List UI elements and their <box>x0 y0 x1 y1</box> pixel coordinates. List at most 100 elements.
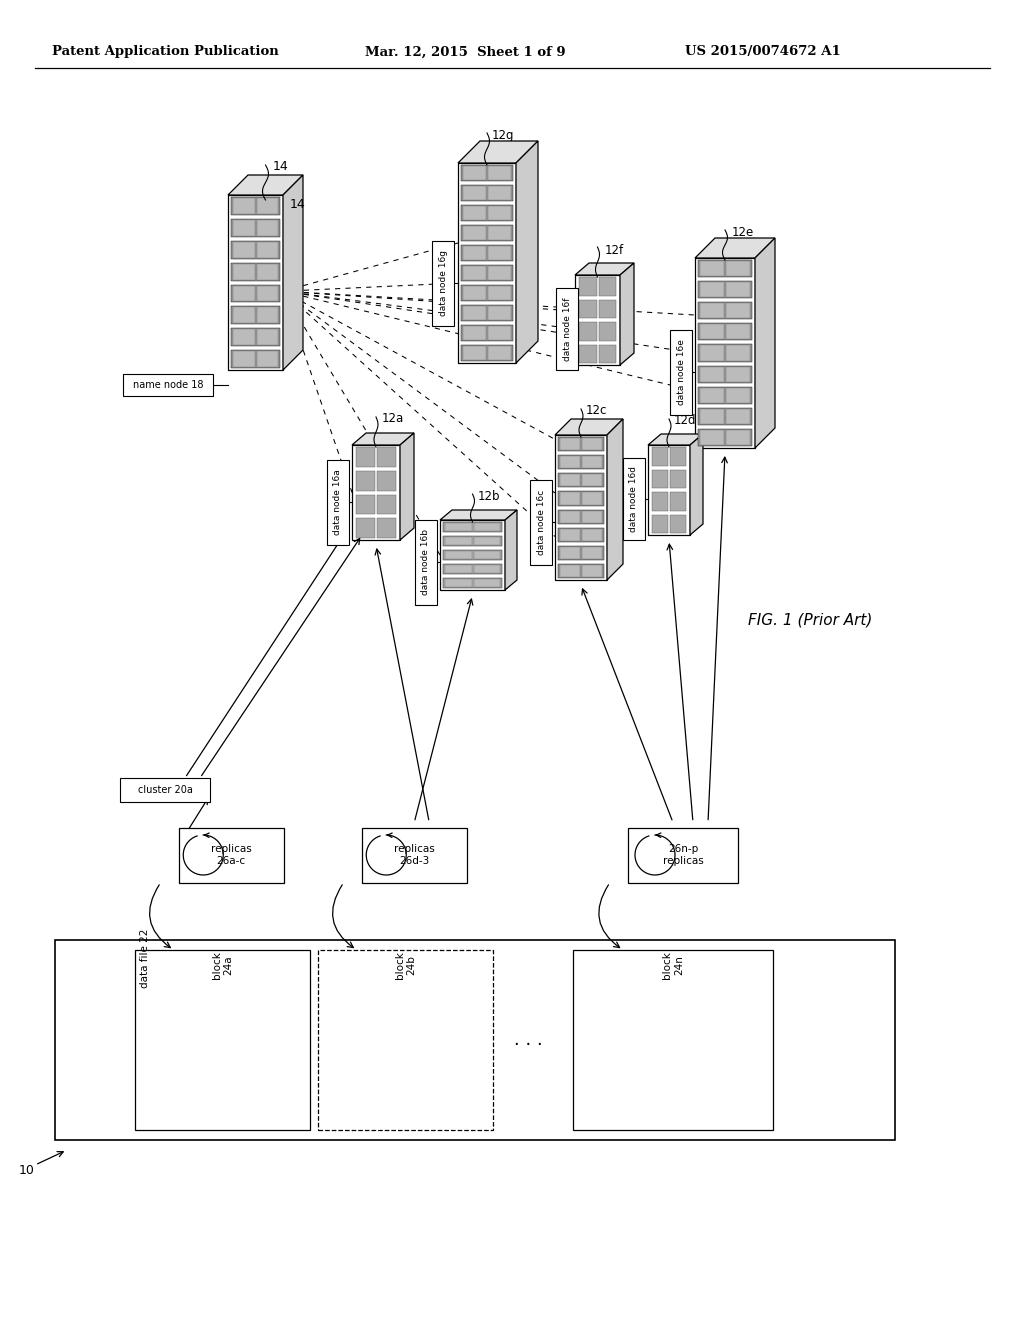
Polygon shape <box>440 520 505 590</box>
Polygon shape <box>231 197 280 215</box>
Polygon shape <box>582 492 602 504</box>
Text: . . .: . . . <box>514 1031 543 1049</box>
Polygon shape <box>233 242 255 257</box>
Polygon shape <box>700 261 724 276</box>
Bar <box>573 950 773 1130</box>
Polygon shape <box>698 281 752 298</box>
Polygon shape <box>700 325 724 339</box>
Polygon shape <box>463 267 486 280</box>
Polygon shape <box>555 418 623 436</box>
Text: replicas
26d-3: replicas 26d-3 <box>394 845 434 866</box>
Polygon shape <box>698 323 752 341</box>
Polygon shape <box>726 304 750 318</box>
Polygon shape <box>233 329 255 345</box>
Polygon shape <box>652 447 668 466</box>
Text: FIG. 1 (Prior Art): FIG. 1 (Prior Art) <box>748 612 872 627</box>
Polygon shape <box>443 578 502 587</box>
Polygon shape <box>560 511 580 523</box>
Polygon shape <box>607 418 623 579</box>
Bar <box>628 828 738 883</box>
Text: Patent Application Publication: Patent Application Publication <box>52 45 279 58</box>
FancyBboxPatch shape <box>556 288 578 370</box>
Polygon shape <box>579 277 597 296</box>
Polygon shape <box>695 257 755 447</box>
FancyBboxPatch shape <box>327 459 349 544</box>
Text: name node 18: name node 18 <box>133 380 203 389</box>
Text: block
24n: block 24n <box>663 952 684 979</box>
Text: 26n-p
replicas: 26n-p replicas <box>663 845 703 866</box>
Text: data node 16c: data node 16c <box>537 490 546 554</box>
Polygon shape <box>698 302 752 319</box>
Polygon shape <box>726 346 750 360</box>
Polygon shape <box>461 265 513 281</box>
Polygon shape <box>377 495 396 515</box>
Polygon shape <box>233 308 255 323</box>
Polygon shape <box>461 305 513 321</box>
Polygon shape <box>700 304 724 318</box>
Polygon shape <box>488 267 511 280</box>
Polygon shape <box>670 447 686 466</box>
Text: data node 16b: data node 16b <box>422 529 430 595</box>
Polygon shape <box>488 186 511 201</box>
Polygon shape <box>652 492 668 511</box>
Polygon shape <box>440 510 517 520</box>
Text: block
24a: block 24a <box>212 952 233 979</box>
Polygon shape <box>377 471 396 491</box>
Polygon shape <box>256 285 278 301</box>
Polygon shape <box>231 240 280 259</box>
Bar <box>179 828 284 883</box>
Polygon shape <box>582 474 602 486</box>
Polygon shape <box>690 434 703 535</box>
Polygon shape <box>652 515 668 533</box>
Polygon shape <box>377 519 396 539</box>
Polygon shape <box>233 285 255 301</box>
Polygon shape <box>231 219 280 236</box>
Text: 12f: 12f <box>604 243 624 256</box>
Polygon shape <box>356 495 375 515</box>
Polygon shape <box>463 206 486 220</box>
Polygon shape <box>445 523 471 531</box>
Polygon shape <box>488 246 511 260</box>
Polygon shape <box>560 528 580 541</box>
Polygon shape <box>648 434 703 445</box>
Polygon shape <box>445 579 471 587</box>
Polygon shape <box>488 346 511 360</box>
Polygon shape <box>698 366 752 383</box>
Polygon shape <box>698 429 752 446</box>
Polygon shape <box>233 198 255 214</box>
Polygon shape <box>560 438 580 450</box>
FancyBboxPatch shape <box>120 777 210 803</box>
Polygon shape <box>598 277 616 296</box>
Polygon shape <box>670 470 686 488</box>
Polygon shape <box>560 492 580 504</box>
Text: Mar. 12, 2015  Sheet 1 of 9: Mar. 12, 2015 Sheet 1 of 9 <box>365 45 565 58</box>
Text: data node 16e: data node 16e <box>677 339 685 405</box>
Polygon shape <box>233 264 255 280</box>
Polygon shape <box>755 238 775 447</box>
Text: 14: 14 <box>272 161 288 173</box>
Polygon shape <box>598 300 616 318</box>
Polygon shape <box>463 166 486 180</box>
Polygon shape <box>400 433 414 540</box>
Polygon shape <box>726 282 750 297</box>
Text: data node 16a: data node 16a <box>334 469 342 535</box>
Polygon shape <box>473 550 500 558</box>
FancyBboxPatch shape <box>623 458 645 540</box>
Polygon shape <box>377 447 396 467</box>
Polygon shape <box>700 388 724 403</box>
Text: 12c: 12c <box>586 404 607 417</box>
Polygon shape <box>233 220 255 236</box>
Polygon shape <box>231 350 280 368</box>
Polygon shape <box>558 455 604 469</box>
Bar <box>318 950 493 1130</box>
Text: cluster 20a: cluster 20a <box>137 785 193 795</box>
Polygon shape <box>256 329 278 345</box>
Polygon shape <box>575 263 634 275</box>
Polygon shape <box>579 300 597 318</box>
Polygon shape <box>463 226 486 240</box>
Polygon shape <box>698 260 752 277</box>
Polygon shape <box>488 306 511 319</box>
Polygon shape <box>582 438 602 450</box>
Polygon shape <box>231 329 280 346</box>
Polygon shape <box>670 492 686 511</box>
